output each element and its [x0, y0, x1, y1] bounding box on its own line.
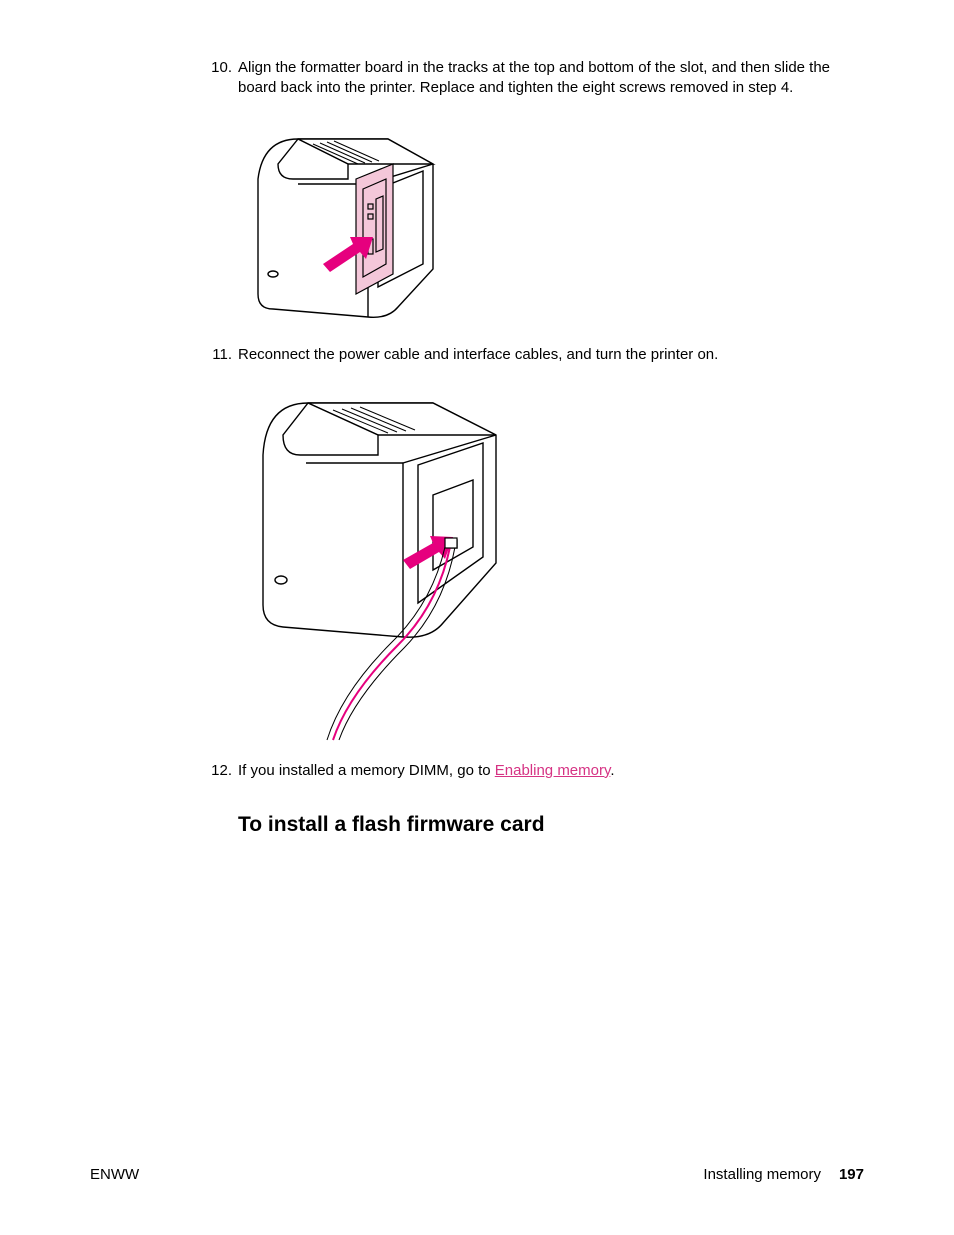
footer-left: ENWW: [90, 1166, 139, 1183]
printer-cable-illustration: [238, 375, 538, 745]
section-heading: To install a flash firmware card: [238, 813, 864, 837]
step-number: 10.: [210, 58, 238, 78]
enabling-memory-link[interactable]: Enabling memory: [495, 762, 611, 779]
footer-right: Installing memory 197: [703, 1166, 864, 1183]
step-number: 12.: [210, 761, 238, 781]
footer-section-label: Installing memory: [703, 1166, 821, 1183]
figure-reconnect-cable: [238, 375, 864, 745]
figure-formatter-board: [238, 109, 864, 329]
page-number: 197: [839, 1166, 864, 1183]
step-number: 11.: [210, 345, 238, 365]
step-10: 10. Align the formatter board in the tra…: [210, 58, 864, 99]
step-text: Align the formatter board in the tracks …: [238, 58, 864, 99]
step-text: If you installed a memory DIMM, go to En…: [238, 761, 864, 781]
step-text-suffix: .: [610, 762, 614, 779]
step-12: 12. If you installed a memory DIMM, go t…: [210, 761, 864, 781]
printer-insert-board-illustration: [238, 109, 448, 329]
step-text-prefix: If you installed a memory DIMM, go to: [238, 762, 495, 779]
step-text: Reconnect the power cable and interface …: [238, 345, 864, 365]
page-footer: ENWW Installing memory 197: [90, 1166, 864, 1183]
step-11: 11. Reconnect the power cable and interf…: [210, 345, 864, 365]
